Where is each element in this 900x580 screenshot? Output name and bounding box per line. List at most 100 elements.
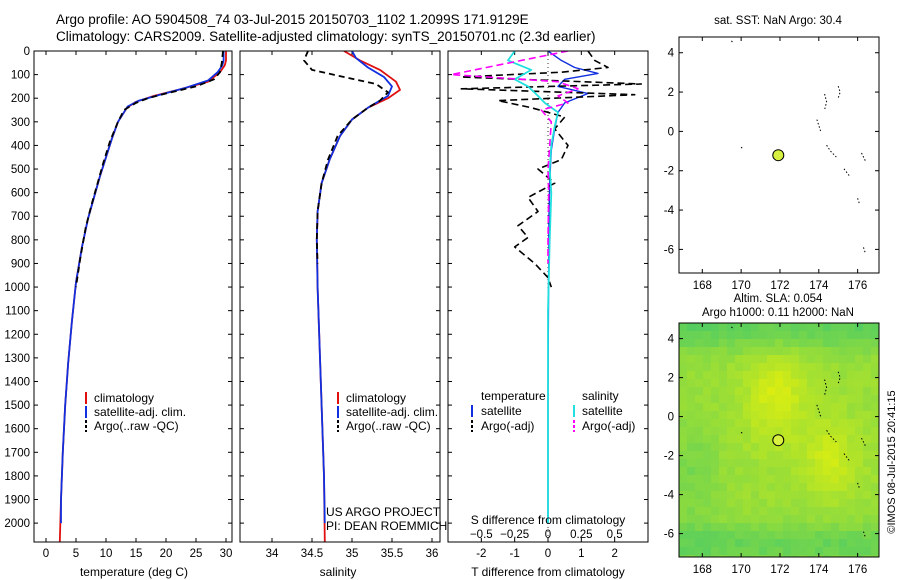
sla-field-cell [767, 459, 775, 467]
sla-field-cell [871, 523, 879, 531]
sla-field-cell [759, 499, 767, 507]
x-tick-label: 0 [545, 548, 551, 560]
sla-field-cell [783, 507, 791, 515]
sla-field-cell [847, 475, 855, 483]
sla-field-cell [871, 395, 879, 403]
sla-field-cell [767, 483, 775, 491]
sla-field-cell [703, 475, 711, 483]
sla-field-cell [855, 547, 863, 555]
sla-field-cell [871, 427, 879, 435]
coastline-island [740, 431, 744, 435]
sla-field-cell [815, 379, 823, 387]
sla-field-cell [711, 459, 719, 467]
sla-field-cell [719, 531, 727, 539]
sla-field-cell [839, 467, 847, 475]
sla-field-cell [679, 379, 687, 387]
sla-field-cell [807, 555, 815, 557]
sla-field-cell [791, 507, 799, 515]
sla-field-cell [799, 379, 807, 387]
sla-field-cell [775, 547, 783, 555]
map-x-tick-label: 170 [732, 564, 751, 576]
sla-field-cell [767, 499, 775, 507]
sla-field-cell [791, 499, 799, 507]
sla-field-cell [783, 339, 791, 347]
plot-title-line2: Climatology: CARS2009. Satellite-adjuste… [56, 29, 596, 44]
sla-field-cell [823, 443, 831, 451]
sla-field-cell [815, 347, 823, 355]
sla-field-cell [799, 419, 807, 427]
sla-field-cell [783, 443, 791, 451]
sla-field-cell [847, 339, 855, 347]
coastline-island [824, 379, 828, 396]
sla-field-cell [695, 339, 703, 347]
coastline-island [824, 93, 828, 110]
y-tick-label: 500 [11, 164, 30, 176]
sla-field-cell [847, 523, 855, 531]
sst-map-panel: 4 2 0 -2 -4 -6 168 170 172 174 176 [664, 36, 880, 292]
sla-field-cell [695, 515, 703, 523]
sla-field-cell [807, 339, 815, 347]
legend-label-t-argo: Argo(-adj) [481, 419, 534, 433]
sla-field-cell [799, 403, 807, 411]
sla-field-cell [831, 355, 839, 363]
sla-field-cell [735, 387, 743, 395]
y-tick-label: 200 [11, 93, 30, 105]
sla-field-cell [767, 523, 775, 531]
sla-field-cell [823, 331, 831, 339]
sla-field-cell [783, 395, 791, 403]
sla-field-cell [679, 499, 687, 507]
sla-field-cell [711, 323, 719, 331]
sla-field-cell [863, 555, 871, 557]
y-tick-label: 1100 [5, 306, 30, 318]
sla-field-cell [687, 531, 695, 539]
sla-field-cell [743, 339, 751, 347]
sla-field-cell [727, 443, 735, 451]
sla-field-cell [687, 467, 695, 475]
sla-field-cell [831, 483, 839, 491]
y-tick-label: 1300 [4, 353, 30, 365]
sla-field-cell [839, 491, 847, 499]
sla-field-cell [695, 323, 703, 331]
sla-field-cell [751, 507, 759, 515]
sla-field-cell [687, 515, 695, 523]
sla-field-cell [847, 411, 855, 419]
sla-field-cell [703, 483, 711, 491]
sla-field-cell [871, 539, 879, 547]
map-x-tick-label: 168 [693, 280, 712, 292]
sla-field-cell [695, 331, 703, 339]
sla-field-cell [679, 371, 687, 379]
sla-field-cell [815, 459, 823, 467]
argo-float-marker [772, 149, 785, 162]
sla-field-cell [735, 395, 743, 403]
temperature-x-label: temperature (deg C) [80, 565, 188, 579]
sla-field-cell [767, 355, 775, 363]
sla-field-cell [831, 379, 839, 387]
sla-field-cell [727, 499, 735, 507]
sla-field-cell [679, 451, 687, 459]
map-y-tick-label: -6 [664, 244, 674, 256]
sla-field-cell [687, 499, 695, 507]
sla-field-cell [703, 507, 711, 515]
sla-field-cell [751, 387, 759, 395]
sla-field-cell [751, 323, 759, 331]
sla-field-cell [847, 355, 855, 363]
y-tick-label: 1400 [4, 376, 30, 388]
y-tick-label: 400 [11, 140, 30, 152]
sla-field-cell [847, 323, 855, 331]
sla-field-cell [759, 427, 767, 435]
sla-field-cell [711, 451, 719, 459]
sla-field-cell [679, 323, 687, 331]
y-tick-label: 1200 [4, 329, 30, 341]
sla-field-cell [719, 339, 727, 347]
sla-field-cell [775, 459, 783, 467]
sla-field-cell [847, 387, 855, 395]
sla-field-cell [855, 443, 863, 451]
sla-field-cell [855, 395, 863, 403]
sla-field-cell [703, 363, 711, 371]
sla-field-cell [791, 435, 799, 443]
sla-field-cell [679, 347, 687, 355]
coastline-island [843, 168, 851, 177]
x-tick-label: 0 [43, 548, 49, 560]
sla-field-cell [719, 347, 727, 355]
sla-field-cell [863, 371, 871, 379]
